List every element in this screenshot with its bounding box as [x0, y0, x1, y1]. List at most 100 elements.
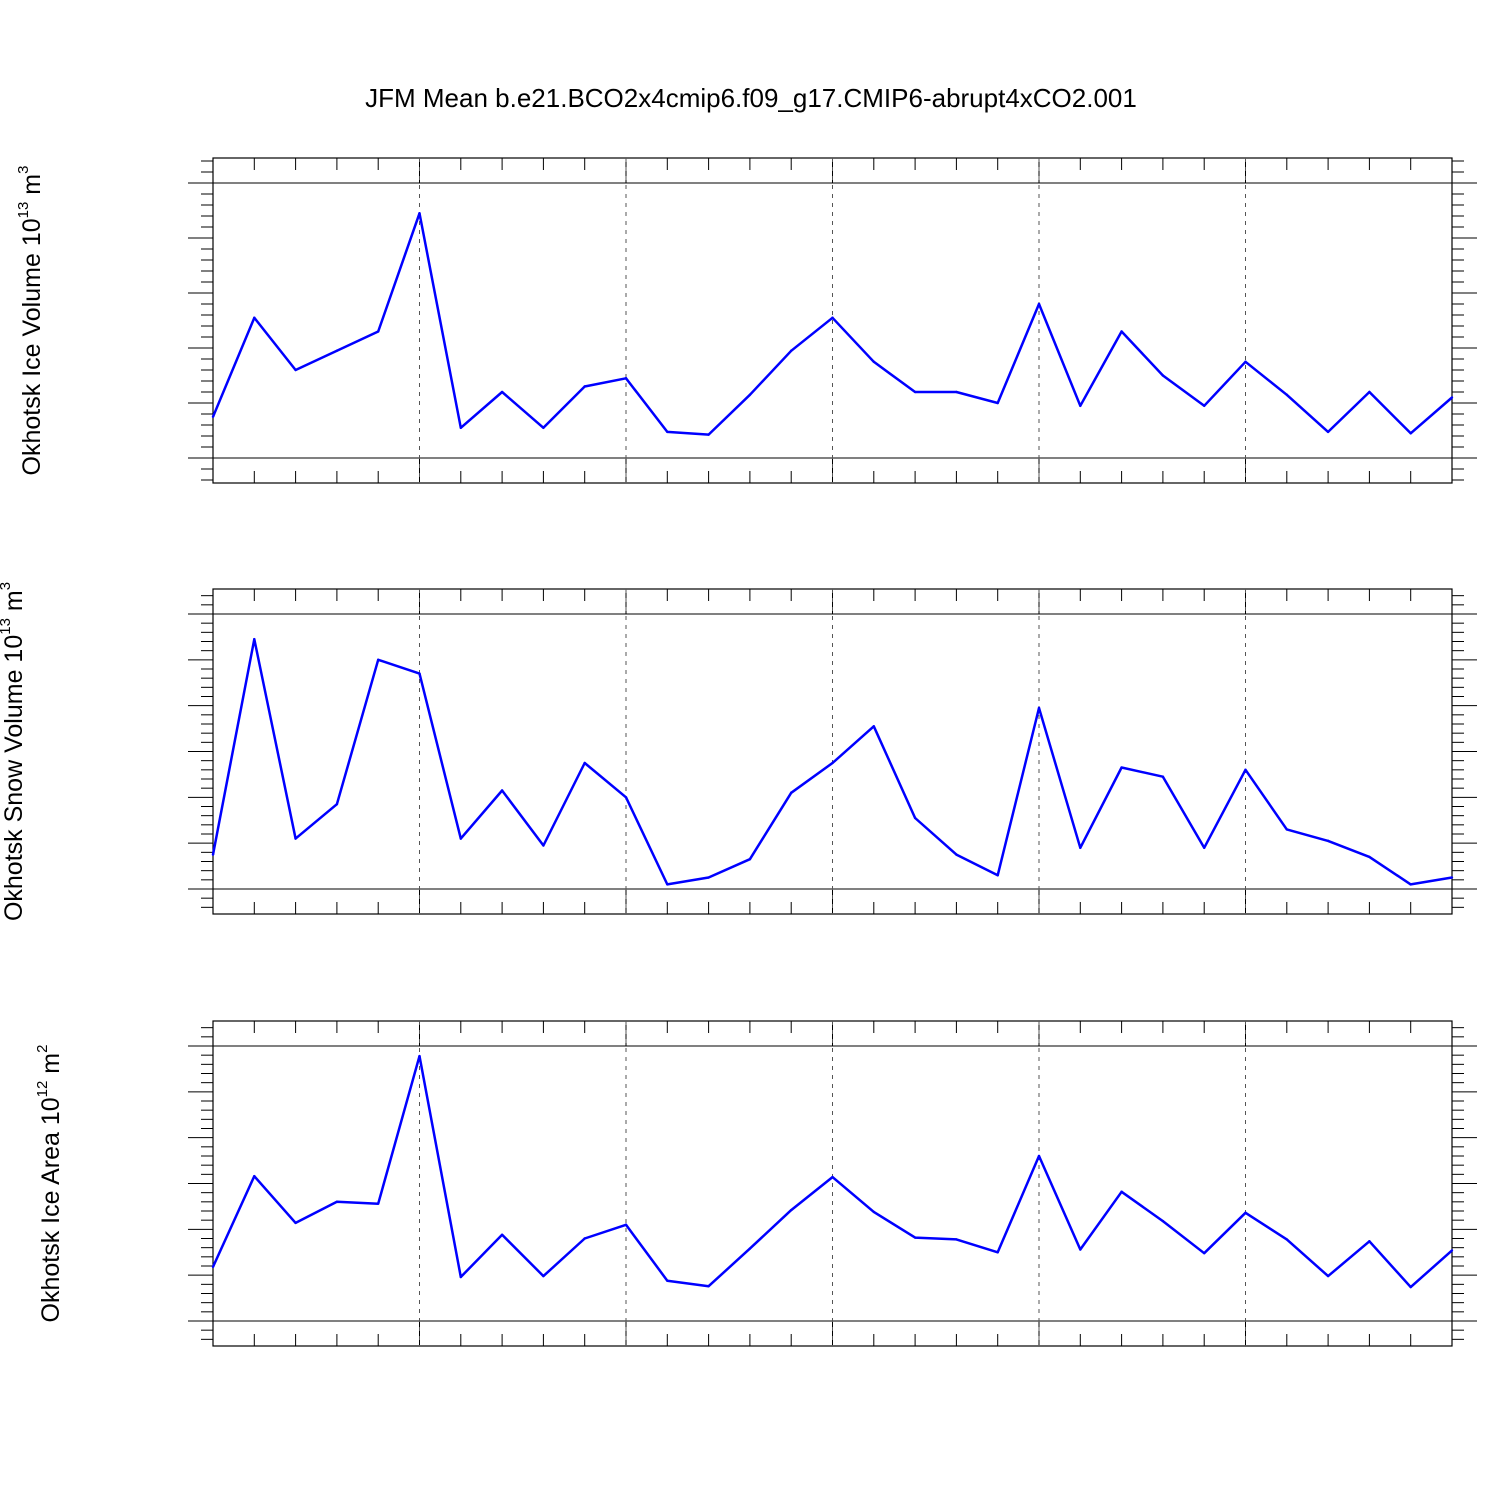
data-point: [1244, 768, 1247, 772]
data-point: [1409, 432, 1412, 435]
data-point: [1161, 775, 1165, 778]
data-point: [1450, 876, 1454, 879]
data-point: [666, 883, 669, 886]
data-point: [1285, 393, 1289, 396]
data-point: [913, 1236, 917, 1239]
chart-panel-2: Okhotsk Snow Volume 1013 m3: [0, 582, 1477, 921]
data-point: [955, 1238, 958, 1241]
data-point: [790, 349, 793, 352]
data-point: [1037, 706, 1041, 710]
data-point: [418, 1054, 421, 1058]
data-point: [624, 377, 628, 380]
y-axis-label: Okhotsk Ice Volume 1013 m3: [15, 166, 46, 476]
data-point: [831, 1175, 834, 1179]
data-point: [913, 816, 917, 820]
data-point: [1203, 1251, 1206, 1255]
data-point: [1203, 404, 1206, 407]
data-point: [211, 853, 215, 856]
data-point: [1079, 846, 1082, 849]
data-point: [500, 789, 504, 792]
data-point: [996, 874, 999, 877]
data-point: [459, 837, 462, 840]
data-point: [1161, 374, 1165, 377]
data-point: [418, 212, 421, 215]
data-point: [294, 368, 297, 372]
data-point: [707, 1284, 710, 1288]
data-point: [335, 1200, 339, 1204]
data-point: [996, 401, 999, 405]
data-point: [790, 791, 793, 794]
data-point: [1120, 766, 1123, 769]
data-point: [1326, 1274, 1330, 1278]
data-point: [1326, 839, 1330, 843]
y-axis-label-superscript: 13: [15, 202, 32, 219]
data-point: [872, 360, 875, 363]
y-axis-label-part: Okhotsk Ice Area 10: [37, 1097, 65, 1322]
data-point: [1120, 1190, 1123, 1193]
data-point: [542, 1274, 545, 1278]
data-point: [831, 316, 834, 319]
data-point: [211, 415, 215, 418]
chart-panel-1: Okhotsk Ice Volume 1013 m3: [15, 157, 1477, 484]
data-point: [872, 725, 875, 728]
data-point: [542, 426, 545, 429]
data-point: [583, 385, 586, 388]
data-point: [996, 1251, 999, 1254]
y-axis-label-superscript: 3: [15, 166, 32, 174]
data-point: [335, 803, 339, 806]
data-point: [542, 844, 545, 847]
data-point: [377, 658, 380, 662]
data-point: [1368, 390, 1371, 394]
y-axis-label-part: m: [37, 1053, 65, 1081]
y-axis-label-part: m: [18, 174, 46, 202]
data-point: [748, 393, 752, 396]
data-point: [294, 837, 297, 840]
data-point: [624, 1223, 628, 1226]
data-point: [913, 390, 917, 394]
data-point: [707, 433, 710, 436]
data-point: [666, 430, 669, 434]
data-point: [335, 349, 339, 352]
data-point: [1450, 396, 1454, 399]
data-point: [624, 796, 628, 799]
data-point: [1368, 855, 1371, 859]
y-axis-label-superscript: 13: [0, 618, 14, 635]
data-point: [1079, 404, 1082, 407]
data-point: [1409, 1285, 1412, 1289]
data-point: [377, 330, 380, 333]
data-point: [831, 761, 834, 765]
data-point: [1450, 1249, 1454, 1252]
data-point: [211, 1265, 215, 1269]
data-point: [294, 1221, 297, 1225]
data-point: [459, 1275, 462, 1279]
y-axis-label-superscript: 2: [34, 1045, 51, 1053]
data-point: [872, 1210, 875, 1214]
data-point: [748, 1247, 752, 1250]
y-axis-label: Okhotsk Ice Area 1012 m2: [34, 1045, 65, 1323]
data-point: [583, 1237, 586, 1240]
data-point: [1244, 1211, 1247, 1215]
data-point: [666, 1279, 669, 1282]
data-point: [955, 390, 958, 394]
y-axis-label-part: m: [0, 590, 28, 618]
data-point: [1037, 1154, 1041, 1158]
data-point: [1037, 302, 1041, 306]
y-axis-label: Okhotsk Snow Volume 1013 m3: [0, 582, 28, 921]
data-point: [790, 1208, 793, 1212]
data-point: [253, 638, 256, 641]
data-point: [955, 853, 958, 856]
data-point: [1326, 430, 1330, 434]
data-point: [1203, 846, 1206, 849]
data-point: [1161, 1219, 1165, 1223]
data-point: [500, 390, 504, 394]
data-point: [500, 1233, 504, 1237]
data-point: [418, 672, 421, 675]
data-point: [1368, 1240, 1371, 1243]
data-point: [1285, 1238, 1289, 1241]
data-point: [583, 761, 586, 765]
y-axis-label-part: Okhotsk Ice Volume 10: [18, 218, 46, 475]
chart-panel-3: Okhotsk Ice Area 1012 m2: [34, 1020, 1477, 1347]
y-axis-label-part: Okhotsk Snow Volume 10: [0, 635, 28, 921]
